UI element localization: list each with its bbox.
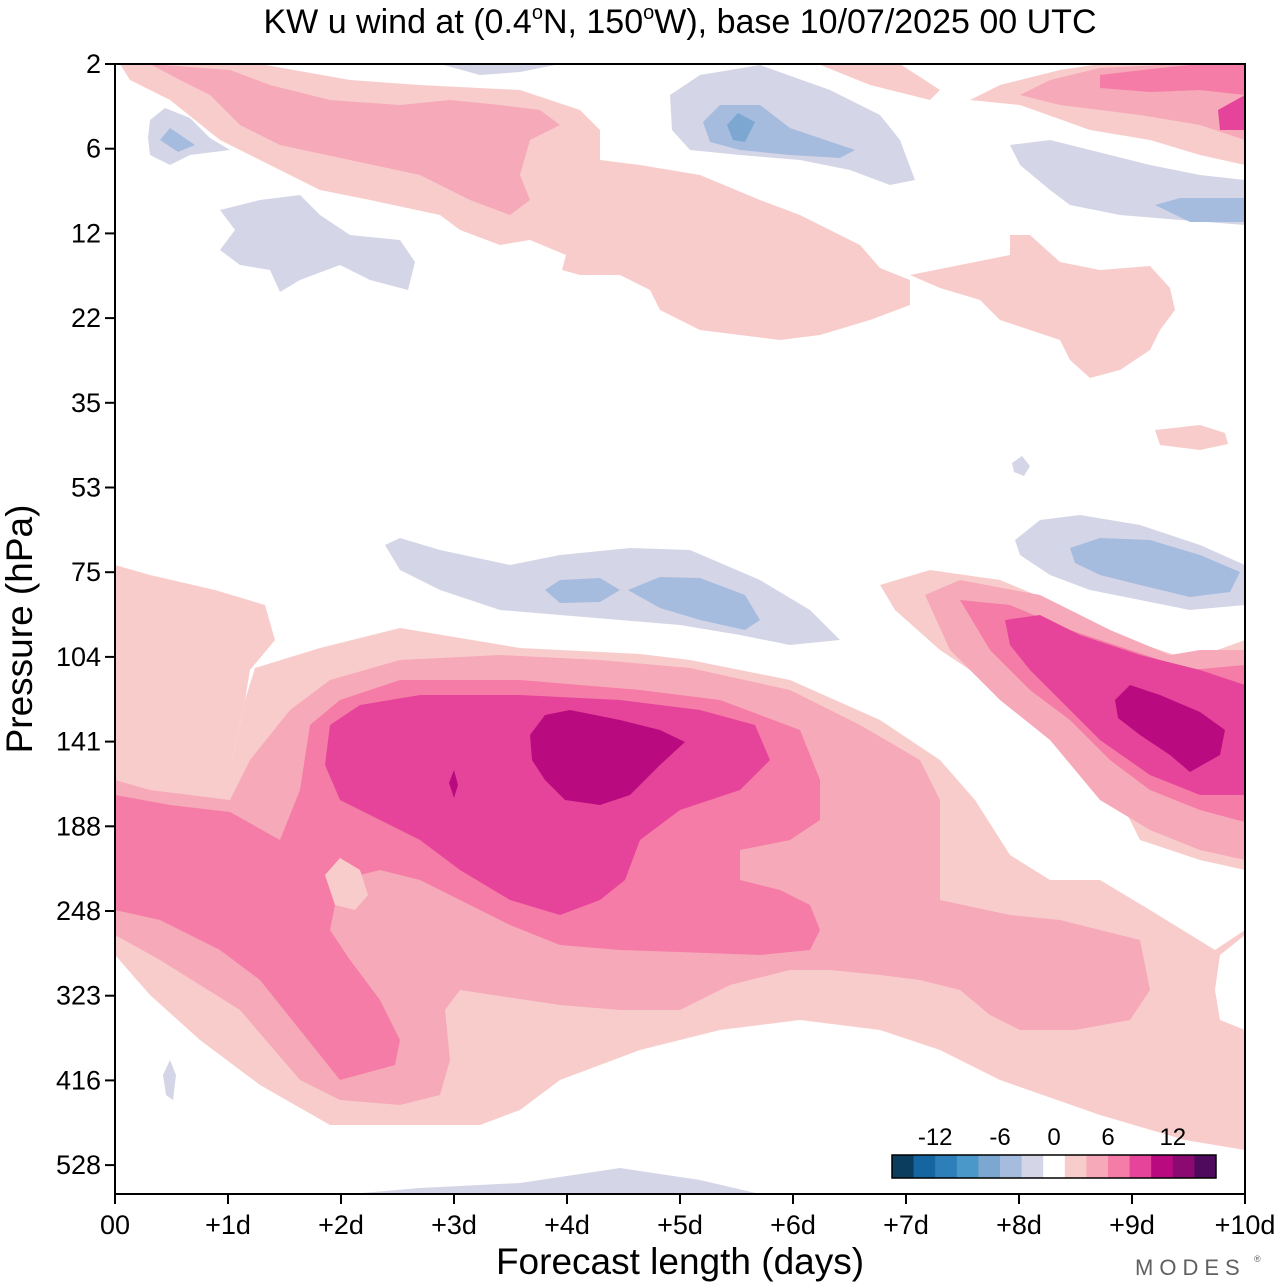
- contour-neg-2-strat-c: [148, 108, 230, 165]
- colorbar-frame: [891, 1154, 1217, 1179]
- contour-pos-2-stratosphere-d: [910, 235, 1175, 378]
- contour-pos-2-stratosphere-e: [1155, 425, 1228, 450]
- colorbar-swatch: [1108, 1155, 1131, 1178]
- contour-neg-6-strat: [727, 113, 755, 142]
- colorbar-swatch: [956, 1155, 979, 1178]
- colorbar-swatch: [1043, 1155, 1066, 1178]
- x-tick-label: +7d: [883, 1210, 929, 1240]
- contour-neg-4-right: [1070, 538, 1240, 597]
- contour-pos-10-speck: [449, 770, 458, 798]
- contour-pos-8-stratosphere-right: [1218, 95, 1245, 130]
- x-tick-label: +9d: [1109, 1210, 1155, 1240]
- contour-neg-2-strat-g: [163, 1060, 176, 1100]
- y-tick-label: 323: [56, 981, 101, 1011]
- x-tick-label: +6d: [770, 1210, 816, 1240]
- y-axis-label: Pressure (hPa): [0, 505, 40, 754]
- colorbar-swatch: [1151, 1155, 1174, 1178]
- contour-neg-2-strat-a: [670, 65, 915, 185]
- colorbar-label: -6: [989, 1124, 1010, 1151]
- colorbar-swatch: [1021, 1155, 1044, 1178]
- title-prefix: KW u wind at (0.4: [263, 3, 531, 41]
- title-mid: N, 150: [543, 3, 643, 41]
- colorbar-swatch: [935, 1155, 958, 1178]
- contour-pos-10-day9: [1115, 685, 1225, 772]
- colorbar: -12 -6 0 6 12: [891, 1124, 1217, 1179]
- x-tick-label: +2d: [318, 1210, 364, 1240]
- x-tick-label: +10d: [1215, 1210, 1276, 1240]
- x-tick-label: +1d: [205, 1210, 251, 1240]
- contour-neg-2-strat-b: [220, 195, 415, 292]
- y-tick-label: 248: [56, 896, 101, 926]
- contour-neg-4-strat-b: [1155, 198, 1245, 222]
- colorbar-swatch: [1064, 1155, 1087, 1178]
- colorbar-swatch: [913, 1155, 936, 1178]
- contour-zero-hole-b: [1215, 935, 1245, 1030]
- colorbar-label: -12: [918, 1124, 953, 1151]
- contour-neg-2-strat-e: [440, 64, 560, 75]
- y-tick-label: 416: [56, 1065, 101, 1095]
- y-tick-label: 53: [71, 473, 101, 503]
- title-degree-2: o: [643, 2, 654, 24]
- colorbar-swatch: [1172, 1155, 1195, 1178]
- colorbar-label: 0: [1047, 1124, 1060, 1151]
- colorbar-swatch: [1086, 1155, 1109, 1178]
- colorbar-swatch: [1129, 1155, 1152, 1178]
- y-tick-label: 12: [71, 218, 101, 248]
- y-tick-label: 2: [86, 49, 101, 79]
- contour-fields: [115, 64, 1245, 1194]
- x-tick-label: +8d: [996, 1210, 1042, 1240]
- contour-pos-6-stratosphere-right: [1100, 64, 1245, 95]
- chart-title: KW u wind at (0.4oN, 150oW), base 10/07/…: [263, 2, 1096, 41]
- y-tick-label: 75: [71, 557, 101, 587]
- y-axis: 2 6 12 22 35 53 75 104 141 188 248 323 416 528: [56, 49, 115, 1180]
- x-tick-label: +5d: [657, 1210, 703, 1240]
- contour-pos-10-day4: [530, 710, 685, 805]
- y-tick-label: 22: [71, 303, 101, 333]
- colorbar-swatch: [978, 1155, 1001, 1178]
- y-tick-label: 6: [86, 134, 101, 164]
- y-tick-label: 35: [71, 388, 101, 418]
- y-tick-label: 188: [56, 811, 101, 841]
- contour-pos-2-upper-troposphere: [115, 565, 275, 772]
- x-axis: 00 +1d +2d +3d +4d +5d +6d +7d +8d +9d +10d: [100, 1194, 1275, 1240]
- contour-neg-4-strat-c: [160, 128, 195, 152]
- y-tick-label: 104: [56, 642, 101, 672]
- contour-neg-2-strat-h: [350, 1168, 760, 1194]
- x-tick-label: 00: [100, 1210, 130, 1240]
- contour-zero-hole-a: [325, 858, 368, 910]
- x-tick-label: +3d: [431, 1210, 477, 1240]
- y-tick-label: 528: [56, 1150, 101, 1180]
- colorbar-swatch: [892, 1155, 915, 1178]
- contour-pos-2-stratosphere-b: [818, 64, 940, 100]
- title-suffix: W), base 10/07/2025 00 UTC: [654, 3, 1096, 41]
- colorbar-label: 12: [1159, 1124, 1186, 1151]
- registered-mark: ®: [1254, 1254, 1261, 1264]
- colorbar-label: 6: [1101, 1124, 1114, 1151]
- colorbar-swatch: [1194, 1155, 1217, 1178]
- contour-pos-4-stratosphere-a: [150, 64, 560, 215]
- title-degree-1: o: [532, 2, 543, 24]
- contour-neg-4-day4: [545, 578, 620, 603]
- x-tick-label: +4d: [544, 1210, 590, 1240]
- colorbar-swatch: [1000, 1155, 1023, 1178]
- x-axis-label: Forecast length (days): [496, 1241, 864, 1282]
- contour-neg-4-day5: [628, 577, 760, 630]
- y-tick-label: 141: [56, 727, 101, 757]
- modes-watermark: MODES: [1135, 1255, 1246, 1280]
- contour-neg-2-strat-f: [1012, 456, 1030, 476]
